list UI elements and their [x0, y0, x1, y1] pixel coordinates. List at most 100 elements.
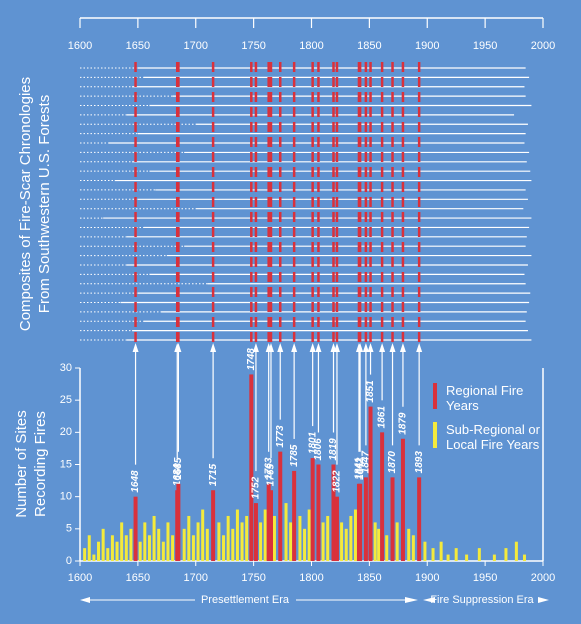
x-tick-label: 1650 [126, 40, 150, 52]
arrow-head [423, 597, 435, 603]
legend-label: Regional Fire Years [446, 383, 524, 413]
bar-label: 1870 [387, 451, 398, 474]
local-bar [504, 548, 508, 561]
bar-label: 1765 [266, 464, 277, 487]
local-bar [240, 522, 244, 561]
bar-label: 1801 [307, 431, 318, 454]
local-bar [205, 528, 209, 561]
arrow-head [357, 343, 364, 352]
y-tick-label: 0 [66, 555, 72, 567]
local-bar [289, 522, 293, 561]
local-bar [340, 522, 344, 561]
bar-label: 1847 [361, 451, 372, 474]
x-tick-label: 1850 [357, 40, 381, 52]
local-bar [201, 509, 205, 561]
local-bar [196, 522, 200, 561]
x-tick-label: 1900 [415, 40, 439, 52]
bar-label: 1851 [365, 380, 376, 403]
arrow-head [309, 343, 316, 352]
regional-bar [310, 458, 315, 561]
local-bar [87, 535, 91, 561]
local-bar [138, 541, 142, 561]
arrow-head [362, 343, 369, 352]
x-tick-label: 1800 [299, 40, 323, 52]
local-bar [454, 548, 458, 561]
local-bar [187, 515, 191, 561]
local-bar [373, 522, 377, 561]
y-tick-label: 25 [60, 394, 72, 406]
y-tick-label: 30 [60, 362, 72, 374]
local-bar [231, 528, 235, 561]
regional-bar [176, 483, 181, 561]
bar-label: 1748 [246, 348, 257, 371]
bar-label: 1879 [398, 412, 409, 435]
bar-label: 1685 [173, 457, 184, 480]
local-bar [171, 535, 175, 561]
local-bar [97, 541, 101, 561]
local-bar [407, 528, 411, 561]
regional-bar [368, 406, 373, 561]
legend-label: Sub-Regional or Local Fire Years [446, 422, 540, 452]
local-bar [321, 522, 325, 561]
local-bar [217, 522, 221, 561]
local-bar [439, 541, 443, 561]
local-bar [307, 509, 311, 561]
regional-bar [292, 470, 297, 561]
arrow-head [538, 597, 549, 603]
local-bar [115, 541, 119, 561]
local-bar [492, 554, 496, 561]
x-tick-label: 1700 [184, 572, 208, 584]
local-bar [465, 554, 469, 561]
local-bar [446, 554, 450, 561]
regional-bar [400, 438, 405, 561]
local-bar [303, 528, 307, 561]
regional-bar [390, 477, 395, 561]
regional-bar [331, 464, 336, 561]
arrow-head [80, 597, 90, 603]
regional-bar [380, 432, 385, 561]
local-bar [101, 528, 105, 561]
y-tick-label: 10 [60, 491, 72, 503]
x-tick-label: 2000 [531, 572, 555, 584]
arrow-head [175, 343, 182, 352]
x-tick-label: 1900 [415, 572, 439, 584]
local-bar [353, 509, 357, 561]
x-tick-label: 1850 [357, 572, 381, 584]
x-tick-label: 1750 [241, 572, 265, 584]
local-bar [259, 522, 263, 561]
arrow-head [333, 343, 340, 352]
local-bar [235, 509, 239, 561]
local-bar [226, 515, 230, 561]
local-bar [143, 522, 147, 561]
y-label: Number of Sites [13, 410, 30, 518]
arrow-head [399, 343, 406, 352]
arrow-head [389, 343, 396, 352]
arrow-head [252, 343, 259, 352]
local-bar [522, 554, 526, 561]
arrow-head [210, 343, 217, 352]
local-bar [191, 535, 195, 561]
local-bar [147, 535, 151, 561]
local-bar [377, 528, 381, 561]
x-tick-label: 2000 [531, 40, 555, 52]
x-tick-label: 1750 [241, 40, 265, 52]
bar-label: 1773 [275, 425, 286, 448]
y-label: From Southwestern U.S. Forests [36, 95, 53, 313]
x-tick-label: 1950 [473, 40, 497, 52]
x-tick-label: 1800 [299, 572, 323, 584]
bar-label: 1819 [328, 438, 339, 461]
bar-label: 1842 [355, 457, 366, 480]
local-bar [326, 515, 330, 561]
local-bar [423, 541, 427, 561]
bar-label: 1785 [289, 444, 300, 467]
regional-bar [211, 490, 216, 561]
local-bar [166, 522, 170, 561]
arrow-head [315, 343, 322, 352]
regional-bar [278, 451, 283, 561]
bar-label: 1861 [377, 406, 388, 429]
arrow-head [405, 597, 418, 603]
local-bar [272, 515, 276, 561]
y-label: Composites of Fire-Scar Chronologies [17, 77, 34, 331]
